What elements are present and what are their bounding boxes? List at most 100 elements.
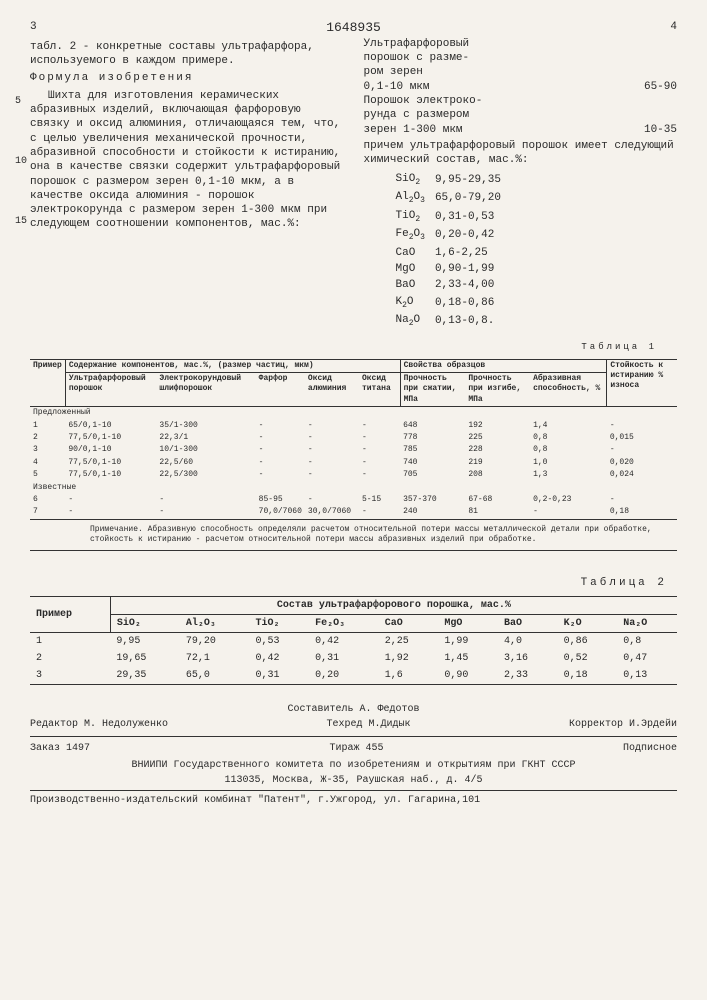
t2-col: Al₂O₃: [180, 614, 250, 632]
t1-cell: 1,0: [530, 457, 607, 469]
document-number: 1648935: [37, 20, 671, 37]
comp2-line2: рунда с размером: [364, 108, 678, 122]
t2-cell: 1,92: [379, 650, 439, 667]
addr-line: 113035, Москва, Ж-35, Раушская наб., д. …: [30, 774, 677, 787]
t2-cell: 0,90: [438, 667, 498, 685]
t1-h-prop: Свойства образцов: [400, 359, 607, 372]
t1-cell: 357-370: [400, 494, 465, 506]
t1-cell: 35/1-300: [156, 420, 255, 432]
t2-cell: 0,86: [558, 632, 618, 650]
t1-cell: 5: [30, 469, 65, 481]
t1-cell: 240: [400, 506, 465, 519]
t1-cell: -: [65, 506, 156, 519]
t2-row-num: 2: [30, 650, 110, 667]
page-right: 4: [670, 20, 677, 37]
t1-cell: -: [256, 432, 305, 444]
table-1: Пример Содержание компонентов, мас.%, (р…: [30, 359, 677, 520]
comp2-line1: Порошок электроко-: [364, 94, 678, 108]
t1-cell: -: [305, 457, 359, 469]
tirage: Тираж 455: [329, 742, 383, 755]
t1-cell: -: [305, 432, 359, 444]
chem-value: 2,33-4,00: [435, 278, 509, 292]
chemical-composition-table: SiO29,95-29,35Al2O365,0-79,20TiO20,31-0,…: [394, 170, 511, 332]
t1-cell: 1: [30, 420, 65, 432]
t1-cell: -: [607, 444, 677, 456]
t1-h-primer: Пример: [30, 359, 65, 407]
t1-h-far: Фарфор: [256, 373, 305, 407]
t1-cell: 81: [465, 506, 530, 519]
t1-h-wear: Стойкость к истиранию % износа: [607, 359, 677, 407]
margin-15: 15: [15, 215, 27, 228]
editor: Редактор М. Недолуженко: [30, 718, 168, 731]
t2-col: CaO: [379, 614, 439, 632]
t2-cell: 0,53: [250, 632, 310, 650]
comp1-size: 0,1-10 мкм: [364, 80, 430, 94]
t1-cell: 208: [465, 469, 530, 481]
margin-5: 5: [15, 95, 21, 108]
claim-text: Шихта для изготовления керамических абра…: [30, 89, 344, 232]
t1-cell: 648: [400, 420, 465, 432]
t1-cell: 228: [465, 444, 530, 456]
t1-cell: 0,2-0,23: [530, 494, 607, 506]
t1-cell: 219: [465, 457, 530, 469]
t1-cell: 7: [30, 506, 65, 519]
t1-h-bend: Прочность при изгибе, МПа: [465, 373, 530, 407]
t1-cell: -: [256, 457, 305, 469]
t2-cell: 0,42: [250, 650, 310, 667]
t2-cell: 4,0: [498, 632, 558, 650]
chem-value: 0,18-0,86: [435, 295, 509, 312]
chem-formula: Fe2O3: [396, 227, 433, 244]
chem-value: 0,90-1,99: [435, 262, 509, 276]
t2-col: K₂O: [558, 614, 618, 632]
chem-value: 1,6-2,25: [435, 246, 509, 260]
t1-cell: 192: [465, 420, 530, 432]
page-left: 3: [30, 20, 37, 37]
left-column: табл. 2 - конкретные составы ультрафарфо…: [30, 37, 344, 332]
t2-cell: 1,99: [438, 632, 498, 650]
t1-cell: -: [359, 457, 400, 469]
chem-value: 0,31-0,53: [435, 209, 509, 226]
comp1-value: 65-90: [644, 80, 677, 94]
t1-cell: -: [256, 444, 305, 456]
t2-cell: 0,8: [617, 632, 677, 650]
t2-col: TiO₂: [250, 614, 310, 632]
chem-value: 9,95-29,35: [435, 172, 509, 189]
t2-col: MgO: [438, 614, 498, 632]
t1-cell: -: [256, 420, 305, 432]
t1-cell: -: [359, 506, 400, 519]
t2-col: SiO₂: [110, 614, 180, 632]
t1-cell: 30,0/7060: [305, 506, 359, 519]
t1-h-comp: Содержание компонентов, мас.%, (размер ч…: [65, 359, 400, 372]
t2-h-primer: Пример: [30, 596, 110, 632]
t1-cell: 0,18: [607, 506, 677, 519]
chem-formula: SiO2: [396, 172, 433, 189]
t2-cell: 65,0: [180, 667, 250, 685]
table1-note: Примечание. Абразивную способность опред…: [90, 525, 677, 546]
t2-cell: 1,45: [438, 650, 498, 667]
t1-cell: 778: [400, 432, 465, 444]
t1-cell: 705: [400, 469, 465, 481]
t2-cell: 1,6: [379, 667, 439, 685]
formula-heading: Формула изобретения: [30, 71, 344, 85]
subscription: Подписное: [623, 742, 677, 755]
t1-h-uf: Ультрафарфоровый порошок: [65, 373, 156, 407]
t1-cell: 77,5/0,1-10: [65, 432, 156, 444]
producer: Производственно-издательский комбинат "П…: [30, 794, 677, 807]
t1-cell: 0,8: [530, 432, 607, 444]
t2-col: BaO: [498, 614, 558, 632]
t1-h-ti: Оксид титана: [359, 373, 400, 407]
chem-formula: Na2O: [396, 313, 433, 330]
t2-row-num: 1: [30, 632, 110, 650]
t1-cell: -: [305, 420, 359, 432]
org-line: ВНИИПИ Государственного комитета по изоб…: [30, 759, 677, 772]
t1-h-abr: Абразивная способность, %: [530, 373, 607, 407]
t2-cell: 0,42: [309, 632, 379, 650]
t2-cell: 29,35: [110, 667, 180, 685]
t1-cell: 85-95: [256, 494, 305, 506]
t1-cell: 10/1-300: [156, 444, 255, 456]
t2-cell: 0,31: [250, 667, 310, 685]
t2-cell: 0,18: [558, 667, 618, 685]
para-table2-ref: табл. 2 - конкретные составы ультрафарфо…: [30, 40, 344, 69]
t2-cell: 0,31: [309, 650, 379, 667]
t1-cell: -: [156, 494, 255, 506]
